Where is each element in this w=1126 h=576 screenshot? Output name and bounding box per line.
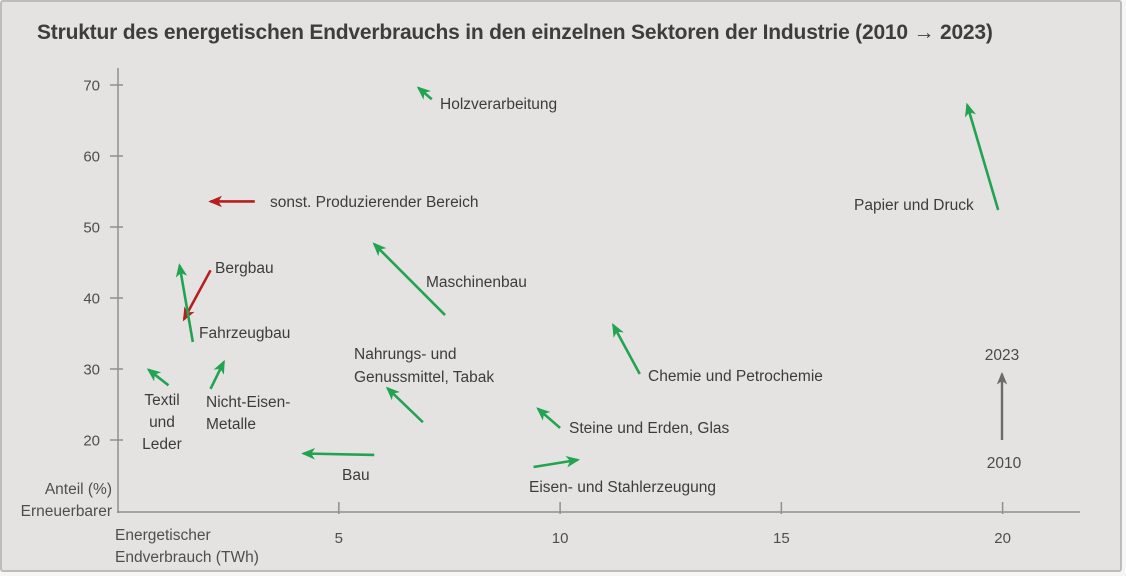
- x-axis-caption-line-1: Energetischer: [115, 527, 211, 544]
- sector-arrow-chemie-und-petrochemie: [612, 322, 641, 375]
- sector-label-steine-und-erden-glas: Steine und Erden, Glas: [569, 420, 730, 437]
- y-tick-label-20: 20: [83, 433, 100, 450]
- y-tick-label-30: 30: [83, 362, 100, 379]
- y-tick-label-50: 50: [83, 220, 100, 237]
- x-axis-caption-line-2: Endverbrauch (TWh): [115, 549, 259, 566]
- y-tick-label-40: 40: [83, 291, 100, 308]
- sector-arrow-maschinenbau: [372, 242, 446, 316]
- sector-arrow-nicht-eisen-metalle: [209, 359, 225, 390]
- sector-arrow-textil-und-leder: [146, 368, 170, 387]
- sector-label-fahrzeugbau: Fahrzeugbau: [199, 325, 290, 342]
- x-tick-label-5: 5: [335, 530, 343, 547]
- x-tick-label-15: 15: [773, 530, 790, 547]
- sector-label-textil-und-leder: Textil und Leder: [142, 392, 182, 453]
- sector-arrow-steine-und-erden-glas: [536, 407, 561, 429]
- legend-label-2023: 2023: [985, 347, 1019, 364]
- sector-label-papier-und-druck: Papier und Druck: [854, 197, 974, 214]
- y-axis-caption-line-1: Anteil (%): [45, 481, 112, 498]
- sector-label-eisen-und-stahlerzeugung: Eisen- und Stahlerzeugung: [529, 479, 716, 496]
- y-tick-label-70: 70: [83, 78, 100, 95]
- sector-arrow-papier-und-druck: [964, 102, 1000, 211]
- sector-label-holzverarbeitung: Holzverarbeitung: [440, 96, 557, 113]
- sector-arrow-holzverarbeitung: [416, 86, 433, 101]
- sector-label-nahrungs-und-genussmittel-tabak: Nahrungs- und Genussmittel, Tabak: [354, 346, 494, 386]
- x-tick-label-20: 20: [994, 530, 1011, 547]
- y-tick-label-60: 60: [83, 149, 100, 166]
- sector-arrow-bau: [301, 447, 375, 460]
- sector-label-bergbau: Bergbau: [215, 260, 274, 277]
- sector-arrow-fahrzeugbau: [175, 263, 195, 343]
- legend-label-2010: 2010: [987, 455, 1022, 472]
- chart-title: Struktur des energetischen Endverbrauchs…: [37, 21, 993, 44]
- sector-arrow-eisen-und-stahlerzeugung: [533, 456, 581, 469]
- sector-label-maschinenbau: Maschinenbau: [426, 274, 527, 291]
- y-axis-caption-line-2: Erneuerbarer: [21, 503, 112, 520]
- sector-label-sonst-produzierender-bereich: sonst. Produzierender Bereich: [270, 194, 479, 211]
- sector-label-nicht-eisen-metalle: Nicht-Eisen-Metalle: [206, 394, 290, 433]
- sector-label-bau: Bau: [342, 467, 370, 484]
- sector-label-chemie-und-petrochemie: Chemie und Petrochemie: [648, 368, 823, 385]
- sector-arrow-nahrungs-und-genussmittel-tabak: [385, 386, 424, 424]
- x-tick-label-10: 10: [552, 530, 569, 547]
